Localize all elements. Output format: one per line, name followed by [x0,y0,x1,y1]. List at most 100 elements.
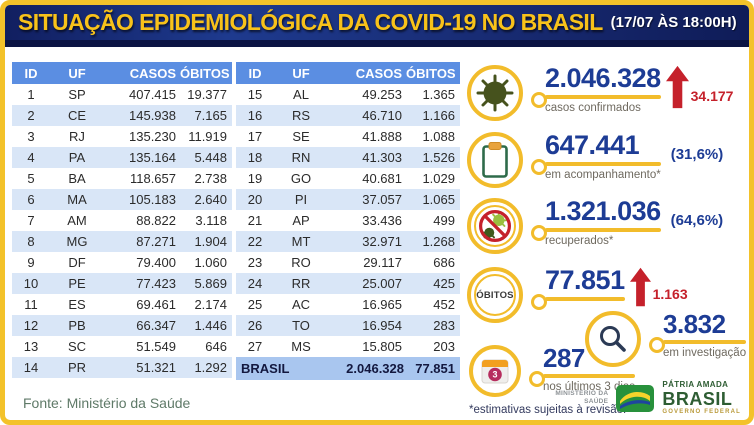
source-note: Fonte: Ministério da Saúde [23,395,191,411]
stat-label: em investigação [663,347,747,359]
no-virus-icon [478,209,512,243]
stat-recuperados: 1.321.036 recuperados* (64,6%) [467,198,723,254]
table-cell: SP [68,87,86,102]
table-cell: 49.253 [362,87,402,102]
delta-value: 1.163 [652,286,688,302]
stat-casos-confirmados: 2.046.328 casos confirmados 34.177 [467,65,733,121]
stat-value: 3.832 [663,309,726,339]
table-cell: 22 [247,234,263,249]
stat-underline [531,92,661,108]
table-row: 22 MT 32.971 1.268 [236,231,460,252]
stat-underline [528,371,636,387]
table-cell: 407.415 [129,87,176,102]
table-cell: 41.888 [362,129,402,144]
total-label: BRASIL [241,361,290,376]
table-cell: 33.436 [362,213,402,228]
table-cell: 16.954 [362,318,402,333]
report-timestamp: (17/07 ÀS 18:00H) [610,14,737,31]
table-cell: 23 [247,255,263,270]
stat-value-block: 647.441 em acompanhamento* [531,130,661,181]
table-cell: 11.919 [188,129,227,144]
stat-value-block: 3.832 em investigação [648,309,747,359]
table-cell: 1.365 [422,87,455,102]
table-row: 24 RR 25.007 425 [236,273,460,294]
inner-ring [474,205,516,247]
table-cell: 19 [247,171,263,186]
table-row: 14 PR 51.321 1.292 [12,357,232,378]
search-icon-ring [585,311,641,367]
gov-line1: PÁTRIA AMADA [662,380,729,389]
table-cell: RN [291,150,311,165]
table-cell: SE [292,129,310,144]
table-cell: MG [66,234,88,249]
table-cell: 2.738 [194,171,227,186]
table-cell: RS [291,108,311,123]
states-table-right: ID UF CASOS ÓBITOS 15 AL 49.253 1.365 16 RS 46… [236,62,460,380]
table-cell: 5.869 [194,276,227,291]
table-row: 3 RJ 135.230 11.919 [12,126,232,147]
table-cell: 14 [23,360,39,375]
table-cell: CE [67,108,87,123]
table-cell: 88.822 [136,213,176,228]
up-arrow-icon [629,267,651,307]
table-cell: RO [291,255,311,270]
table-row: 19 GO 40.681 1.029 [236,168,460,189]
virus-icon-ring [467,65,523,121]
table-cell: 1.526 [422,150,455,165]
table-cell: 11 [24,297,38,312]
stat-value: 2.046.328 [545,63,661,93]
col-header-uf: UF [292,65,310,81]
total-obitos: 77.851 [415,361,455,376]
stat-obitos: ÓBITOS 77.851 1.163 [467,267,688,323]
ministry-label: MINISTÉRIO DA SAÚDE [555,390,608,406]
table-cell: AC [291,297,311,312]
table-cell: 20 [247,192,263,207]
table-cell: 17 [247,129,263,144]
table-row: 20 PI 37.057 1.065 [236,189,460,210]
table-cell: 9 [27,255,35,270]
table-cell: 686 [433,255,455,270]
stat-label: nos últimos 3 dias [543,381,636,393]
table-cell: TO [292,318,310,333]
table-cell: ES [68,297,86,312]
stat-underline [531,225,661,241]
table-cell: SC [67,339,87,354]
table-cell: 40.681 [362,171,402,186]
table-cell: 4 [27,150,35,165]
table-cell: 6 [27,192,35,207]
ministry-line2: SAÚDE [584,398,609,405]
table-row: 6 MA 105.183 2.640 [12,189,232,210]
table-cell: MT [291,234,311,249]
table-cell: 66.347 [136,318,176,333]
table-cell: 2.640 [194,192,227,207]
table-cell: 105.183 [129,192,176,207]
states-table-left: ID UF CASOS ÓBITOS 1 SP 407.415 19.377 2 CE 14… [12,62,232,378]
table-row: 5 BA 118.657 2.738 [12,168,232,189]
table-cell: 135.230 [129,129,176,144]
stat-value-block: 2.046.328 casos confirmados [531,63,661,114]
table-row: 21 AP 33.436 499 [236,210,460,231]
stat-value-block: 77.851 [531,265,625,310]
header-bar: SITUAÇÃO EPIDEMIOLÓGICA DA COVID-19 NO B… [5,5,749,47]
table-row: 13 SC 51.549 646 [12,336,232,357]
brasil-total-row: BRASIL 2.046.328 77.851 [236,357,460,380]
obitos-badge: ÓBITOS [476,289,514,301]
col-header-casos: CASOS [355,65,402,81]
table-row: 9 DF 79.400 1.060 [12,252,232,273]
table-row: 15 AL 49.253 1.365 [236,84,460,105]
table-cell: 25 [247,297,263,312]
table-cell: 19.377 [187,87,227,102]
table-cell: 3.118 [195,213,227,228]
table-row: 10 PE 77.423 5.869 [12,273,232,294]
table-cell: 499 [433,213,455,228]
stat-value: 77.851 [545,265,625,295]
stat-value: 647.441 [545,130,640,160]
table-cell: 16 [247,108,263,123]
table-header: ID UF CASOS ÓBITOS [236,62,460,84]
table-cell: 425 [433,276,455,291]
table-cell: PR [67,360,87,375]
table-cell: 32.971 [362,234,402,249]
table-row: 8 MG 87.271 1.904 [12,231,232,252]
col-header-obitos: ÓBITOS [406,65,456,81]
